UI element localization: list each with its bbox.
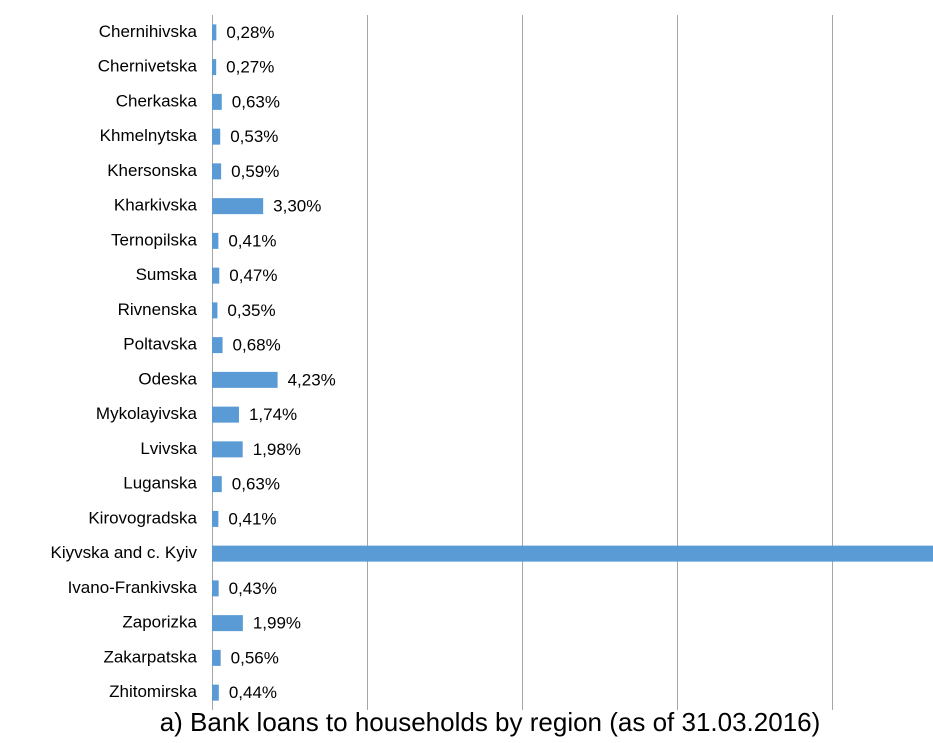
- data-label: 0,63%: [232, 92, 280, 111]
- data-label: 0,44%: [229, 683, 277, 702]
- data-label: 1,74%: [249, 405, 297, 424]
- data-label: 3,30%: [273, 197, 321, 216]
- bar: [212, 580, 219, 597]
- y-tick-label: Mykolayivska: [96, 404, 198, 423]
- data-label: 0,35%: [227, 301, 275, 320]
- data-label: 0,43%: [229, 579, 277, 598]
- y-tick-label: Khmelnytska: [100, 126, 198, 145]
- y-tick-label: Ivano-Frankivska: [68, 578, 198, 597]
- y-tick-label: Chernihivska: [99, 22, 198, 41]
- data-label: 0,27%: [226, 58, 274, 77]
- y-tick-label: Zhitomirska: [109, 682, 197, 701]
- data-label: 0,68%: [233, 336, 281, 355]
- y-tick-label: Luganska: [123, 474, 197, 493]
- bar: [212, 476, 222, 493]
- bar: [212, 371, 278, 388]
- y-tick-label: Zaporizka: [122, 613, 197, 632]
- bar: [212, 163, 222, 180]
- data-label: 0,63%: [232, 475, 280, 494]
- bar: [212, 267, 220, 284]
- y-tick-label: Sumska: [136, 265, 198, 284]
- y-tick-label: Poltavska: [123, 335, 197, 354]
- data-label: 0,47%: [229, 266, 277, 285]
- chart-title: a) Bank loans to households by region (a…: [160, 707, 821, 737]
- bar: [212, 128, 221, 145]
- bars: [212, 24, 933, 701]
- bar: [212, 684, 219, 701]
- bar: [212, 615, 243, 632]
- y-tick-label: Ternopilska: [111, 230, 198, 249]
- y-tick-label: Zakarpatska: [103, 647, 197, 666]
- y-tick-label: Khersonska: [107, 161, 197, 180]
- grid: [212, 15, 833, 710]
- bar: [212, 59, 217, 76]
- y-tick-label: Chernivetska: [98, 57, 198, 76]
- y-tick-label: Kirovogradska: [88, 508, 197, 527]
- data-label: 0,53%: [230, 127, 278, 146]
- y-tick-label: Kiyvska and c. Kyiv: [51, 543, 198, 562]
- bar: [212, 198, 264, 215]
- bar: [212, 441, 243, 458]
- bar: [212, 510, 219, 527]
- y-tick-label: Rivnenska: [118, 300, 198, 319]
- data-label: 4,23%: [288, 370, 336, 389]
- bar: [212, 406, 239, 423]
- data-label: 0,28%: [226, 23, 274, 42]
- y-tick-label: Odeska: [138, 369, 197, 388]
- data-label: 0,41%: [228, 231, 276, 250]
- data-label: 0,56%: [231, 648, 279, 667]
- bar: [212, 232, 219, 249]
- data-label: 1,98%: [253, 440, 301, 459]
- bar: [212, 545, 933, 562]
- y-tick-label: Lvivska: [140, 439, 197, 458]
- y-tick-label: Kharkivska: [114, 196, 198, 215]
- data-label: 0,41%: [228, 509, 276, 528]
- y-tick-label: Cherkaska: [116, 91, 198, 110]
- data-label: 0,59%: [231, 162, 279, 181]
- bar: [212, 302, 218, 319]
- bar: [212, 649, 221, 666]
- data-label: 1,99%: [253, 614, 301, 633]
- bar: [212, 337, 223, 354]
- bar: [212, 24, 217, 41]
- bar: [212, 93, 222, 110]
